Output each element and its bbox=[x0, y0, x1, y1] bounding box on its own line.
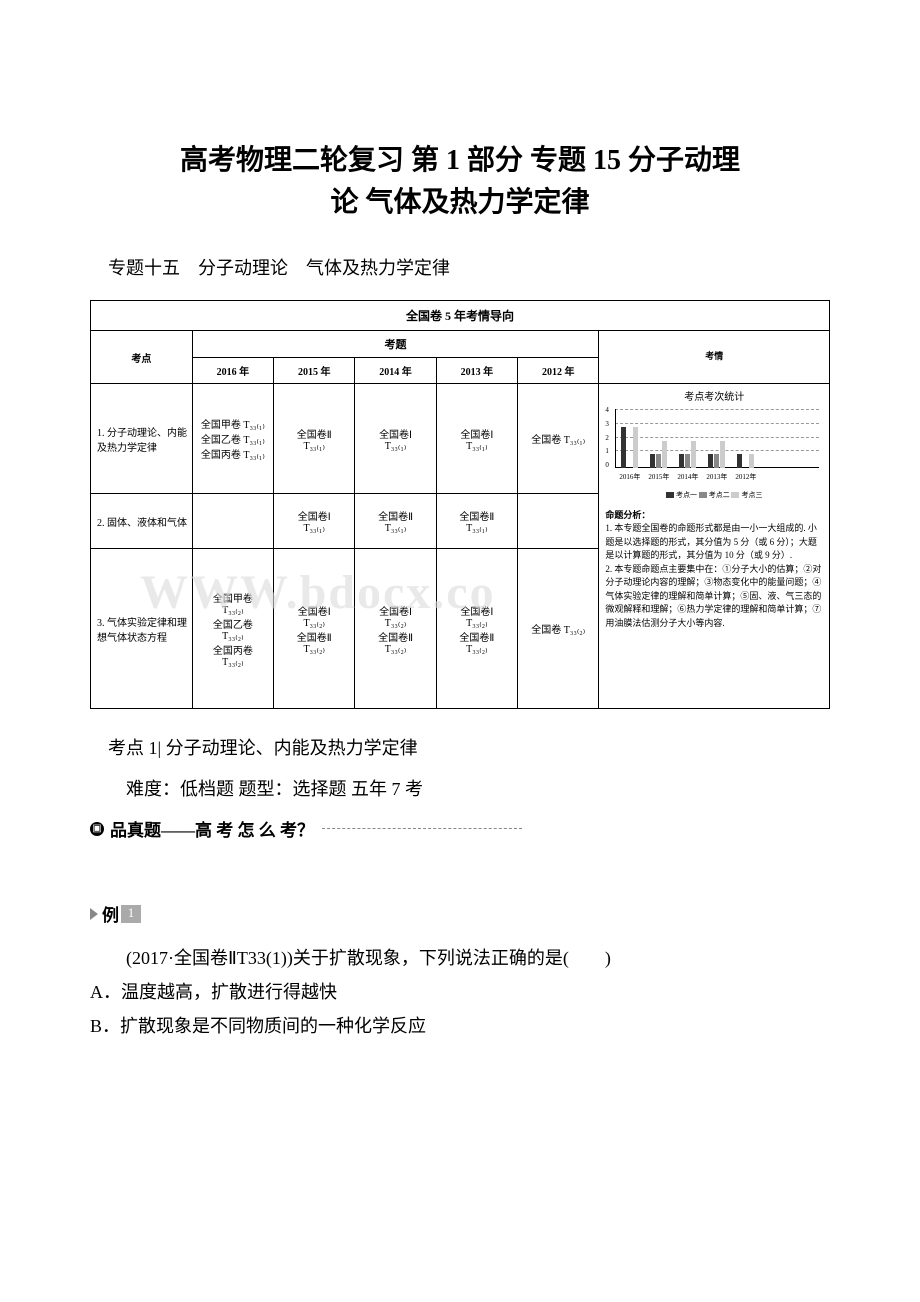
triangle-icon bbox=[90, 908, 98, 920]
row3-topic: 3. 气体实验定律和理想气体状态方程 bbox=[91, 549, 193, 709]
title-line2: 论 气体及热力学定律 bbox=[330, 187, 589, 218]
col-questions: 考题 bbox=[192, 331, 599, 358]
example-tag: 例 1 bbox=[90, 901, 141, 926]
example-label: 例 bbox=[102, 901, 119, 926]
row2-c1: 全国卷Ⅰ T₃₃₍₁₎ bbox=[274, 494, 355, 549]
row2-topic: 2. 固体、液体和气体 bbox=[91, 494, 193, 549]
exam-table: 全国卷 5 年考情导向 考点 考题 考情 2016 年 2015 年 2014 … bbox=[90, 300, 830, 709]
row2-c4 bbox=[518, 494, 599, 549]
row2-c0 bbox=[192, 494, 273, 549]
row2-c3: 全国卷Ⅱ T₃₃₍₁₎ bbox=[436, 494, 517, 549]
analysis-title: 命题分析： bbox=[605, 509, 823, 523]
section-banner: ▣ 品真题——高 考 怎 么 考？ bbox=[90, 816, 830, 841]
subtitle: 专题十五 分子动理论 气体及热力学定律 bbox=[90, 254, 830, 280]
analysis-1: 1. 本专题全国卷的命题形式都是由一小一大组成的. 小题是以选择题的形式，其分值… bbox=[605, 522, 823, 563]
row1-c4: 全国卷 T₃₃₍₁₎ bbox=[518, 384, 599, 494]
example-num: 1 bbox=[121, 905, 141, 923]
row3-c4: 全国卷 T₃₃₍₂₎ bbox=[518, 549, 599, 709]
row3-c3: 全国卷Ⅰ T₃₃₍₂₎ 全国卷Ⅱ T₃₃₍₂₎ bbox=[436, 549, 517, 709]
col-topic: 考点 bbox=[91, 331, 193, 384]
row3-c2: 全国卷Ⅰ T₃₃₍₂₎ 全国卷Ⅱ T₃₃₍₂₎ bbox=[355, 549, 436, 709]
year-2012: 2012 年 bbox=[518, 358, 599, 384]
title-line1: 高考物理二轮复习 第 1 部分 专题 15 分子动理 bbox=[180, 145, 740, 176]
info-cell: 考点考次统计 012342016年2015年2014年2013年2012年 考点… bbox=[599, 384, 830, 709]
difficulty: 难度：低档题 题型：选择题 五年 7 考 bbox=[90, 775, 830, 801]
col-info: 考情 bbox=[599, 331, 830, 384]
table-header: 全国卷 5 年考情导向 bbox=[91, 301, 830, 331]
banner-dash bbox=[322, 828, 522, 829]
row1-c2: 全国卷Ⅰ T₃₃₍₁₎ bbox=[355, 384, 436, 494]
analysis-2: 2. 本专题命题点主要集中在：①分子大小的估算；②对分子动理论内容的理解；③物态… bbox=[605, 563, 823, 631]
bar-chart: 012342016年2015年2014年2013年2012年 bbox=[605, 409, 823, 484]
chart-title: 考点考次统计 bbox=[605, 390, 823, 405]
row1-c1: 全国卷Ⅱ T₃₃₍₁₎ bbox=[274, 384, 355, 494]
banner-icon: ▣ bbox=[90, 822, 104, 836]
row3-c1: 全国卷Ⅰ T₃₃₍₂₎ 全国卷Ⅱ T₃₃₍₂₎ bbox=[274, 549, 355, 709]
year-2015: 2015 年 bbox=[274, 358, 355, 384]
banner-text: 品真题——高 考 怎 么 考？ bbox=[110, 816, 314, 841]
year-2014: 2014 年 bbox=[355, 358, 436, 384]
option-a: A．温度越高，扩散进行得越快 bbox=[90, 975, 830, 1009]
row1-c3: 全国卷Ⅰ T₃₃₍₁₎ bbox=[436, 384, 517, 494]
main-title: 高考物理二轮复习 第 1 部分 专题 15 分子动理 论 气体及热力学定律 bbox=[90, 140, 830, 224]
row1-c0: 全国甲卷 T₃₃₍₁₎ 全国乙卷 T₃₃₍₁₎ 全国丙卷 T₃₃₍₁₎ bbox=[192, 384, 273, 494]
option-b: B．扩散现象是不同物质间的一种化学反应 bbox=[90, 1009, 830, 1043]
year-2016: 2016 年 bbox=[192, 358, 273, 384]
row2-c2: 全国卷Ⅱ T₃₃₍₁₎ bbox=[355, 494, 436, 549]
row1-topic: 1. 分子动理论、内能及热力学定律 bbox=[91, 384, 193, 494]
chart-legend: 考点一 考点二 考点三 bbox=[605, 490, 823, 501]
kp-label: 考点 1| 分子动理论、内能及热力学定律 bbox=[90, 734, 830, 760]
year-2013: 2013 年 bbox=[436, 358, 517, 384]
question-stem: (2017·全国卷ⅡT33(1))关于扩散现象，下列说法正确的是( ) bbox=[90, 941, 830, 975]
row3-c0: 全国甲卷 T₃₃₍₂₎ 全国乙卷 T₃₃₍₂₎ 全国丙卷 T₃₃₍₂₎ bbox=[192, 549, 273, 709]
